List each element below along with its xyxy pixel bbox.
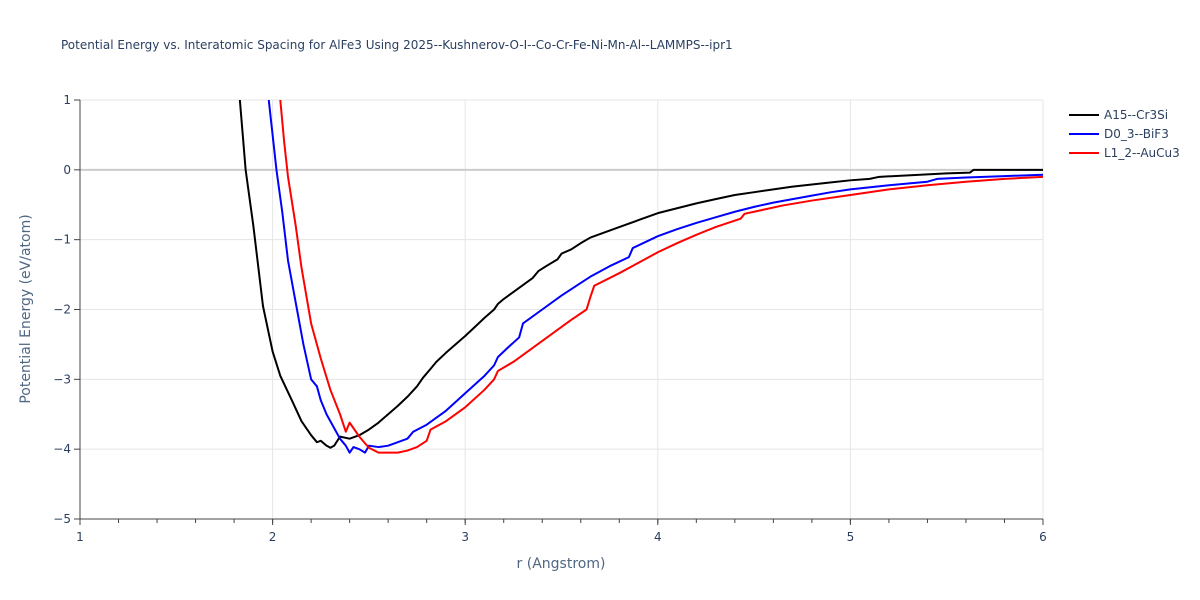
x-axis-title: r (Angstrom)	[517, 556, 606, 572]
y-tick-label: 0	[63, 163, 71, 177]
y-tick-label: −4	[53, 442, 71, 456]
series-lines	[238, 100, 1043, 454]
y-tick-label: −3	[53, 372, 71, 386]
series-line-L1_2--AuCu3[interactable]	[279, 100, 1043, 454]
legend-label: L1_2--AuCu3	[1104, 146, 1180, 160]
series-line-D0_3--BiF3[interactable]	[267, 100, 1043, 454]
legend-label: D0_3--BiF3	[1104, 127, 1169, 141]
axes: 1 2 3 4 5 6 −5 −4 −3 −2 −1 0 1	[53, 93, 1047, 544]
y-tick-label: −5	[53, 512, 71, 526]
x-tick-label: 3	[461, 530, 469, 544]
x-tick-label: 1	[76, 530, 84, 544]
x-tick-label: 6	[1039, 530, 1047, 544]
legend[interactable]: A15--Cr3Si D0_3--BiF3 L1_2--AuCu3	[1069, 108, 1180, 160]
x-tick-label: 2	[269, 530, 277, 544]
y-axis-title: Potential Energy (eV/atom)	[18, 214, 34, 403]
legend-label: A15--Cr3Si	[1104, 108, 1168, 122]
y-tick-label: −1	[53, 233, 71, 247]
y-tick-label: −2	[53, 303, 71, 317]
grid-lines	[80, 99, 1044, 519]
chart-title: Potential Energy vs. Interatomic Spacing…	[61, 38, 733, 52]
y-tick-label: 1	[63, 93, 71, 107]
x-tick-label: 5	[847, 530, 855, 544]
series-line-A15--Cr3Si[interactable]	[238, 100, 1043, 449]
x-tick-label: 4	[654, 530, 662, 544]
